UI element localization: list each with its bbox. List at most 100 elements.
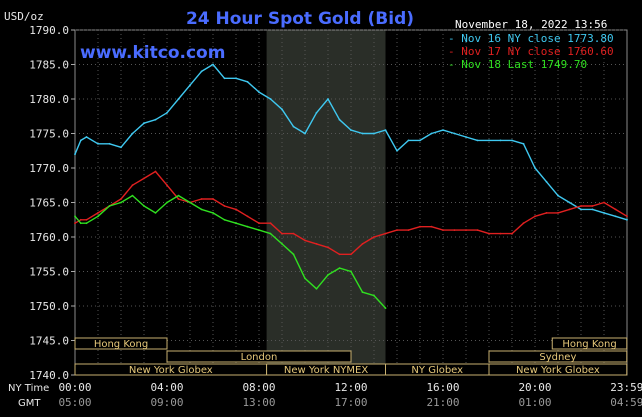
data-point xyxy=(580,208,582,211)
data-point xyxy=(235,222,237,225)
data-point xyxy=(396,149,398,152)
y-tick-label: 1755.0 xyxy=(29,266,69,279)
data-point xyxy=(476,139,479,142)
data-point xyxy=(522,142,525,145)
data-point xyxy=(384,129,387,132)
data-point xyxy=(304,277,306,280)
data-point xyxy=(465,229,467,232)
data-point xyxy=(177,198,180,200)
data-point xyxy=(557,212,559,214)
data-point xyxy=(465,136,467,138)
x-tick-label-ny: 04:00 xyxy=(150,381,183,394)
data-point xyxy=(419,139,421,142)
data-point xyxy=(143,205,145,207)
data-point xyxy=(166,111,168,114)
data-point xyxy=(338,267,341,269)
session-label: New York Globex xyxy=(516,365,600,376)
data-point xyxy=(246,215,249,218)
data-point xyxy=(626,218,628,221)
data-point xyxy=(212,63,214,66)
data-point xyxy=(108,142,111,145)
session-label: NY Globex xyxy=(411,365,463,376)
data-point xyxy=(97,212,99,214)
data-point xyxy=(258,91,260,93)
data-point xyxy=(74,222,76,225)
y-tick-label: 1750.0 xyxy=(29,300,69,313)
data-point xyxy=(200,198,203,200)
data-point xyxy=(315,111,318,114)
data-point xyxy=(79,139,82,142)
data-point xyxy=(120,146,122,149)
data-point xyxy=(292,125,295,128)
data-point xyxy=(557,194,559,197)
data-point xyxy=(545,212,548,214)
data-point xyxy=(304,239,306,242)
data-point xyxy=(361,291,364,294)
legend-entry: - Nov 16 NY close 1773.80 xyxy=(448,32,614,45)
data-point xyxy=(384,232,387,235)
x-tick-label-gmt: 05:00 xyxy=(58,396,91,409)
data-point xyxy=(235,77,237,80)
data-point xyxy=(131,184,134,187)
session-bar xyxy=(488,350,628,363)
data-point xyxy=(223,205,226,207)
data-point xyxy=(373,132,375,135)
data-point xyxy=(154,170,157,173)
data-point xyxy=(407,139,410,142)
data-point xyxy=(315,287,318,290)
data-point xyxy=(350,270,352,273)
data-point xyxy=(545,180,548,183)
nymex-shaded-band xyxy=(266,30,386,375)
data-point xyxy=(614,208,617,211)
session-label: New York NYMEX xyxy=(284,365,369,376)
session-label: Sydney xyxy=(539,352,576,363)
y-tick-label: 1780.0 xyxy=(29,93,69,106)
legend-entry: - Nov 17 NY close 1760.60 xyxy=(448,45,614,58)
legend-entry: - Nov 18 Last 1749.70 xyxy=(448,58,587,71)
data-point xyxy=(269,232,272,235)
data-point xyxy=(430,132,433,135)
x-tick-label-gmt: 01:00 xyxy=(518,396,551,409)
data-point xyxy=(373,236,375,238)
data-point xyxy=(143,122,145,125)
data-point xyxy=(223,77,226,80)
data-point xyxy=(419,225,421,228)
x-tick-label-ny: 00:00 xyxy=(58,381,91,394)
data-point xyxy=(212,212,214,214)
session-bar xyxy=(551,337,628,350)
session-bar xyxy=(74,337,168,350)
data-point xyxy=(85,136,88,138)
data-point xyxy=(499,139,502,142)
data-point xyxy=(511,139,513,142)
data-point xyxy=(166,201,168,204)
data-point xyxy=(338,253,341,256)
data-point xyxy=(85,222,88,225)
data-point xyxy=(568,208,571,211)
data-point xyxy=(476,229,479,232)
data-point xyxy=(603,201,605,204)
data-point xyxy=(120,201,122,204)
data-point xyxy=(154,212,157,214)
data-point xyxy=(189,84,191,87)
data-point xyxy=(327,246,329,249)
session-label: London xyxy=(241,352,278,363)
data-point xyxy=(453,132,456,135)
x-axis-gmt-label: GMT xyxy=(18,398,41,409)
data-point xyxy=(614,215,617,218)
data-point xyxy=(79,222,82,225)
data-point xyxy=(120,198,122,200)
data-point xyxy=(373,294,375,297)
data-point xyxy=(522,222,525,225)
data-point xyxy=(442,229,444,232)
x-tick-label-gmt: 21:00 xyxy=(426,396,459,409)
data-point xyxy=(488,139,490,142)
y-tick-label: 1765.0 xyxy=(29,197,69,210)
data-point xyxy=(603,212,605,214)
data-point xyxy=(189,201,191,204)
data-point xyxy=(212,198,214,200)
data-point xyxy=(304,132,306,135)
data-point xyxy=(97,215,99,218)
series-line-1 xyxy=(74,63,628,221)
